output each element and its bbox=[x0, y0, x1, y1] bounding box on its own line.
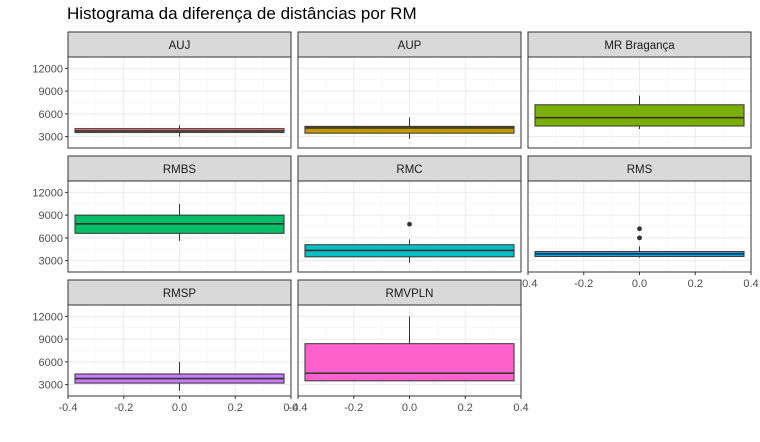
y-tick-label: 6000 bbox=[39, 357, 63, 369]
facet-strip-rmvpln bbox=[297, 279, 522, 306]
y-tick-label: 3000 bbox=[39, 380, 63, 392]
facet-label-rms: RMS bbox=[627, 164, 653, 176]
x-tick-label: -0.2 bbox=[344, 402, 363, 414]
facet-label-rmc: RMC bbox=[396, 164, 422, 176]
x-tick-label: -0.4 bbox=[519, 278, 538, 290]
panel-border-auj bbox=[67, 56, 292, 149]
facet-strip-mr-bragan-a bbox=[527, 31, 752, 58]
facet-strip-rmc bbox=[297, 155, 522, 182]
x-tick-label: 0.4 bbox=[743, 278, 758, 290]
y-tick-label: 3000 bbox=[39, 132, 63, 144]
outlier-point-rms bbox=[637, 226, 642, 232]
facet-label-mr-bragan-a: MR Bragança bbox=[604, 40, 675, 52]
box-mr-bragan-a bbox=[534, 104, 745, 127]
box-rmvpln bbox=[304, 343, 515, 382]
facet-label-aup: AUP bbox=[398, 40, 422, 52]
facet-strip-aup bbox=[297, 31, 522, 58]
box-aup bbox=[304, 125, 515, 134]
x-tick-label: -0.2 bbox=[574, 278, 593, 290]
x-tick-label: 0.0 bbox=[632, 278, 647, 290]
facet-strip-rmbs bbox=[67, 155, 292, 182]
outlier-point-rmc bbox=[407, 221, 412, 227]
y-tick-label: 9000 bbox=[39, 210, 63, 222]
x-tick-label: 0.4 bbox=[283, 402, 298, 414]
y-tick-label: 9000 bbox=[39, 86, 63, 98]
facet-label-rmsp: RMSP bbox=[163, 288, 197, 300]
x-tick-label: 0.0 bbox=[402, 402, 417, 414]
x-tick-label: -0.4 bbox=[289, 402, 308, 414]
panel-border-mr-bragan-a bbox=[527, 56, 752, 149]
y-tick-label: 12000 bbox=[32, 311, 63, 323]
chart-title: Histograma da diferença de distâncias po… bbox=[67, 4, 417, 23]
facet-label-auj: AUJ bbox=[169, 40, 191, 52]
outlier-point-rms bbox=[637, 235, 642, 241]
x-tick-label: 0.2 bbox=[688, 278, 703, 290]
y-tick-label: 9000 bbox=[39, 334, 63, 346]
x-tick-label: -0.2 bbox=[114, 402, 133, 414]
facet-label-rmvpln: RMVPLN bbox=[386, 288, 434, 300]
y-tick-label: 3000 bbox=[39, 256, 63, 268]
x-tick-label: 0.4 bbox=[513, 402, 528, 414]
facet-strip-auj bbox=[67, 31, 292, 58]
y-tick-label: 12000 bbox=[32, 187, 63, 199]
y-tick-label: 6000 bbox=[39, 233, 63, 245]
y-tick-label: 6000 bbox=[39, 109, 63, 121]
y-tick-label: 12000 bbox=[32, 63, 63, 75]
facet-label-rmbs: RMBS bbox=[163, 164, 197, 176]
panel-border-rmc bbox=[297, 180, 522, 273]
panel-border-rmbs bbox=[67, 180, 292, 273]
panel-border-aup bbox=[297, 56, 522, 149]
x-tick-label: 0.2 bbox=[458, 402, 473, 414]
x-tick-label: 0.0 bbox=[172, 402, 187, 414]
x-tick-label: 0.2 bbox=[228, 402, 243, 414]
x-tick-label: -0.4 bbox=[59, 402, 78, 414]
